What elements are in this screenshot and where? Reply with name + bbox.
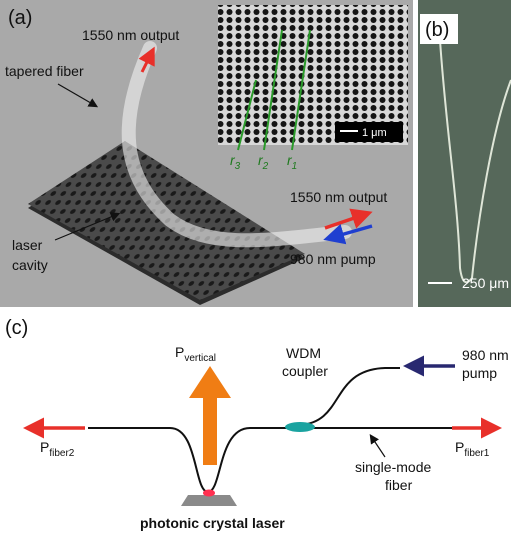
power-base: P [40,439,49,455]
panel-c: (c) Pvertical WDM coupler 980 nm pump Pf… [5,317,509,531]
panel-label: (c) [5,317,28,339]
power-sub: vertical [184,353,216,364]
pump-label: 980 nm [462,347,509,363]
power-sub: fiber2 [49,448,74,459]
wdm-coupler [285,422,315,432]
panel-background [418,0,511,307]
radius-sub: 3 [235,161,241,172]
scale-label: 1 μm [362,127,387,139]
cavity-label: cavity [12,257,48,273]
power-base: P [455,439,464,455]
fiber1-power: Pfiber1 [455,439,490,459]
pump-label: pump [462,365,497,381]
coupler-label: WDM [286,345,321,361]
panel-a: 1 μm r3 r2 r1 (a) 1550 nm output tapered… [0,0,413,307]
pointer [371,436,385,457]
power-sub: fiber1 [464,448,489,459]
radius-sub: 2 [262,161,269,172]
figure: 1 μm r3 r2 r1 (a) 1550 nm output tapered… [0,0,511,536]
output-label: 1550 nm output [290,189,387,205]
fiber2-power: Pfiber2 [40,439,75,459]
panel-b: (b) 250 μm [418,0,511,307]
panel-label: (b) [425,19,449,41]
fiber-label: fiber [385,477,413,493]
scale-label: 250 μm [462,275,509,291]
pump-label: 980 nm pump [290,251,376,267]
laser-chip [181,495,237,506]
output-label: 1550 nm output [82,27,179,43]
radius-sub: 1 [292,161,298,172]
vertical-power: Pvertical [175,344,216,364]
laser-label: photonic crystal laser [140,515,285,531]
power-base: P [175,344,184,360]
coupler-label: coupler [282,363,328,379]
panel-label: (a) [8,7,32,29]
laser-spot [203,490,215,497]
cavity-label: laser [12,237,43,253]
fiber-label: single-mode [355,459,431,475]
fiber-label: tapered fiber [5,63,84,79]
